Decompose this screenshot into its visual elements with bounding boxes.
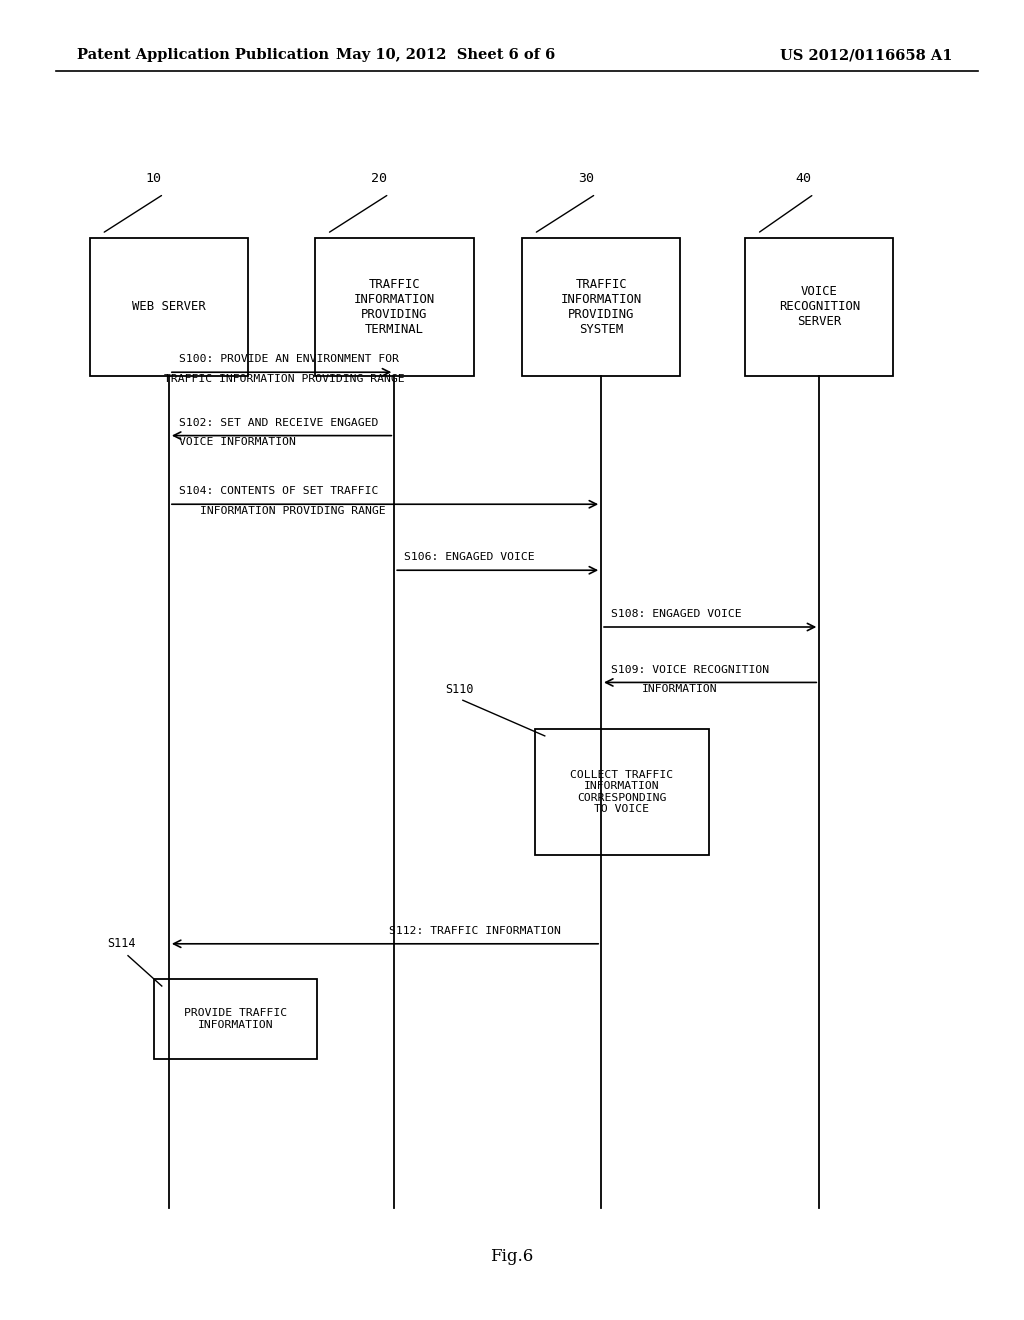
Text: 30: 30: [578, 172, 594, 185]
Bar: [90, 238, 248, 376]
Text: S114: S114: [108, 937, 136, 950]
Text: S112: TRAFFIC INFORMATION: S112: TRAFFIC INFORMATION: [389, 925, 561, 936]
Text: 10: 10: [145, 172, 162, 185]
Text: S110: S110: [445, 684, 474, 697]
Text: VOICE
RECOGNITION
SERVER: VOICE RECOGNITION SERVER: [778, 285, 860, 329]
Bar: [154, 979, 317, 1059]
Text: 20: 20: [371, 172, 387, 185]
Text: May 10, 2012  Sheet 6 of 6: May 10, 2012 Sheet 6 of 6: [336, 49, 555, 62]
Text: PROVIDE TRAFFIC
INFORMATION: PROVIDE TRAFFIC INFORMATION: [184, 1008, 287, 1030]
Text: TRAFFIC INFORMATION PROVIDING RANGE: TRAFFIC INFORMATION PROVIDING RANGE: [164, 374, 404, 384]
Text: Patent Application Publication: Patent Application Publication: [77, 49, 329, 62]
Bar: [535, 729, 709, 855]
Text: Fig.6: Fig.6: [490, 1249, 534, 1265]
Text: TRAFFIC
INFORMATION
PROVIDING
SYSTEM: TRAFFIC INFORMATION PROVIDING SYSTEM: [560, 279, 642, 335]
Text: INFORMATION PROVIDING RANGE: INFORMATION PROVIDING RANGE: [200, 506, 385, 516]
Text: COLLECT TRAFFIC
INFORMATION
CORRESPONDING
TO VOICE: COLLECT TRAFFIC INFORMATION CORRESPONDIN…: [570, 770, 673, 814]
Text: S106: ENGAGED VOICE: S106: ENGAGED VOICE: [404, 552, 536, 562]
Text: INFORMATION: INFORMATION: [642, 684, 718, 694]
Text: US 2012/0116658 A1: US 2012/0116658 A1: [780, 49, 952, 62]
Text: S109: VOICE RECOGNITION: S109: VOICE RECOGNITION: [611, 664, 769, 675]
Text: S104: CONTENTS OF SET TRAFFIC: S104: CONTENTS OF SET TRAFFIC: [179, 486, 379, 496]
Text: VOICE INFORMATION: VOICE INFORMATION: [179, 437, 296, 447]
Text: TRAFFIC
INFORMATION
PROVIDING
TERMINAL: TRAFFIC INFORMATION PROVIDING TERMINAL: [353, 279, 435, 335]
Bar: [521, 238, 680, 376]
Text: S108: ENGAGED VOICE: S108: ENGAGED VOICE: [611, 609, 742, 619]
Text: 40: 40: [796, 172, 812, 185]
Bar: [745, 238, 893, 376]
Text: S100: PROVIDE AN ENVIRONMENT FOR: S100: PROVIDE AN ENVIRONMENT FOR: [179, 354, 399, 364]
Text: WEB SERVER: WEB SERVER: [132, 301, 206, 313]
Text: S102: SET AND RECEIVE ENGAGED: S102: SET AND RECEIVE ENGAGED: [179, 417, 379, 428]
Bar: [315, 238, 473, 376]
